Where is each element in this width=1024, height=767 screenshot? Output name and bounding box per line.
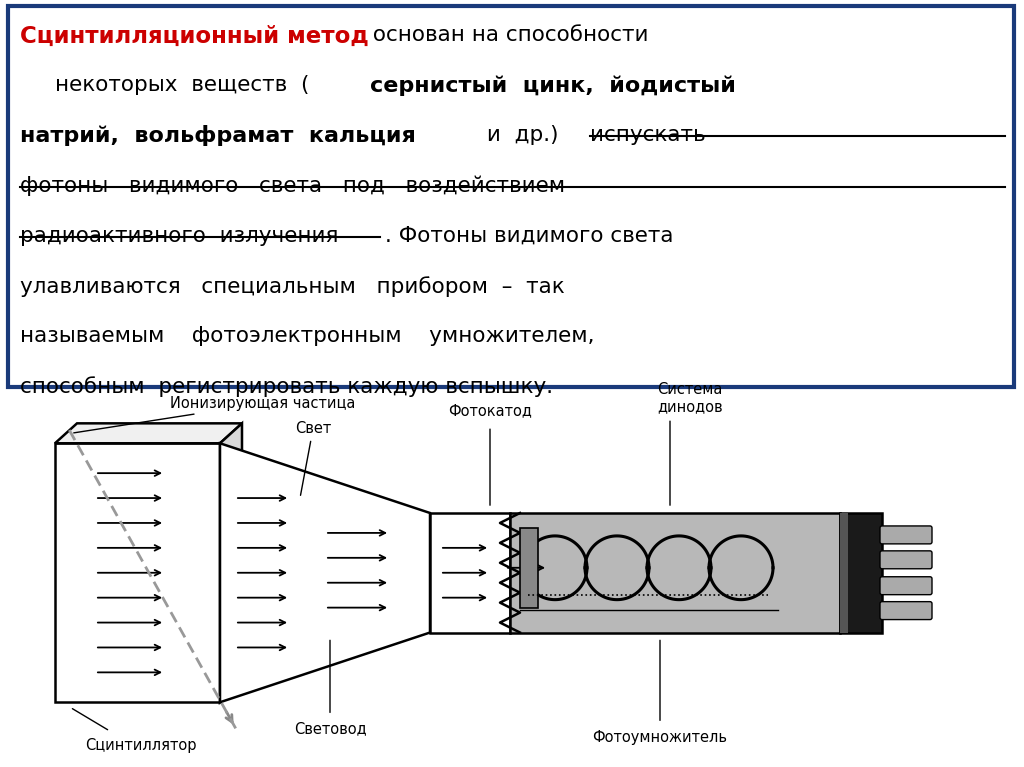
Text: улавливаются   специальным   прибором  –  так: улавливаются специальным прибором – так bbox=[20, 276, 565, 297]
Text: Фотокатод: Фотокатод bbox=[449, 403, 531, 418]
Polygon shape bbox=[840, 513, 882, 633]
Text: способным  регистрировать каждую вспышку.: способным регистрировать каждую вспышку. bbox=[20, 376, 553, 397]
Text: радиоактивного  излучения: радиоактивного излучения bbox=[20, 225, 339, 245]
Polygon shape bbox=[840, 513, 848, 633]
Text: натрий,  вольфрамат  кальция: натрий, вольфрамат кальция bbox=[20, 125, 416, 146]
Text: и  др.): и др.) bbox=[480, 125, 565, 146]
Polygon shape bbox=[55, 423, 242, 443]
Text: основан на способности: основан на способности bbox=[366, 25, 648, 45]
Text: . Фотоны видимого света: . Фотоны видимого света bbox=[385, 225, 674, 245]
Text: некоторых  веществ  (: некоторых веществ ( bbox=[55, 75, 309, 95]
Polygon shape bbox=[510, 513, 840, 633]
Text: Световод: Световод bbox=[294, 722, 367, 736]
FancyBboxPatch shape bbox=[880, 526, 932, 544]
Text: Фотоумножитель: Фотоумножитель bbox=[593, 729, 727, 745]
Text: испускать: испускать bbox=[590, 125, 706, 146]
Polygon shape bbox=[220, 423, 242, 703]
Polygon shape bbox=[220, 443, 430, 703]
FancyBboxPatch shape bbox=[880, 551, 932, 569]
Polygon shape bbox=[430, 513, 510, 633]
Text: сернистый  цинк,  йодистый: сернистый цинк, йодистый bbox=[370, 75, 736, 96]
FancyBboxPatch shape bbox=[8, 6, 1014, 387]
Text: Свет: Свет bbox=[295, 421, 331, 495]
Text: Система
динодов: Система динодов bbox=[657, 382, 723, 415]
Text: называемым    фотоэлектронным    умножителем,: называемым фотоэлектронным умножителем, bbox=[20, 326, 595, 346]
Text: Ионизирующая частица: Ионизирующая частица bbox=[74, 396, 355, 433]
FancyBboxPatch shape bbox=[880, 577, 932, 594]
Text: Сцинтилляционный метод: Сцинтилляционный метод bbox=[20, 25, 369, 48]
Text: фотоны   видимого   света   под   воздействием: фотоны видимого света под воздействием bbox=[20, 176, 565, 196]
FancyBboxPatch shape bbox=[520, 528, 538, 607]
Text: Сцинтиллятор: Сцинтиллятор bbox=[85, 738, 197, 752]
Polygon shape bbox=[55, 443, 220, 703]
FancyBboxPatch shape bbox=[880, 601, 932, 620]
